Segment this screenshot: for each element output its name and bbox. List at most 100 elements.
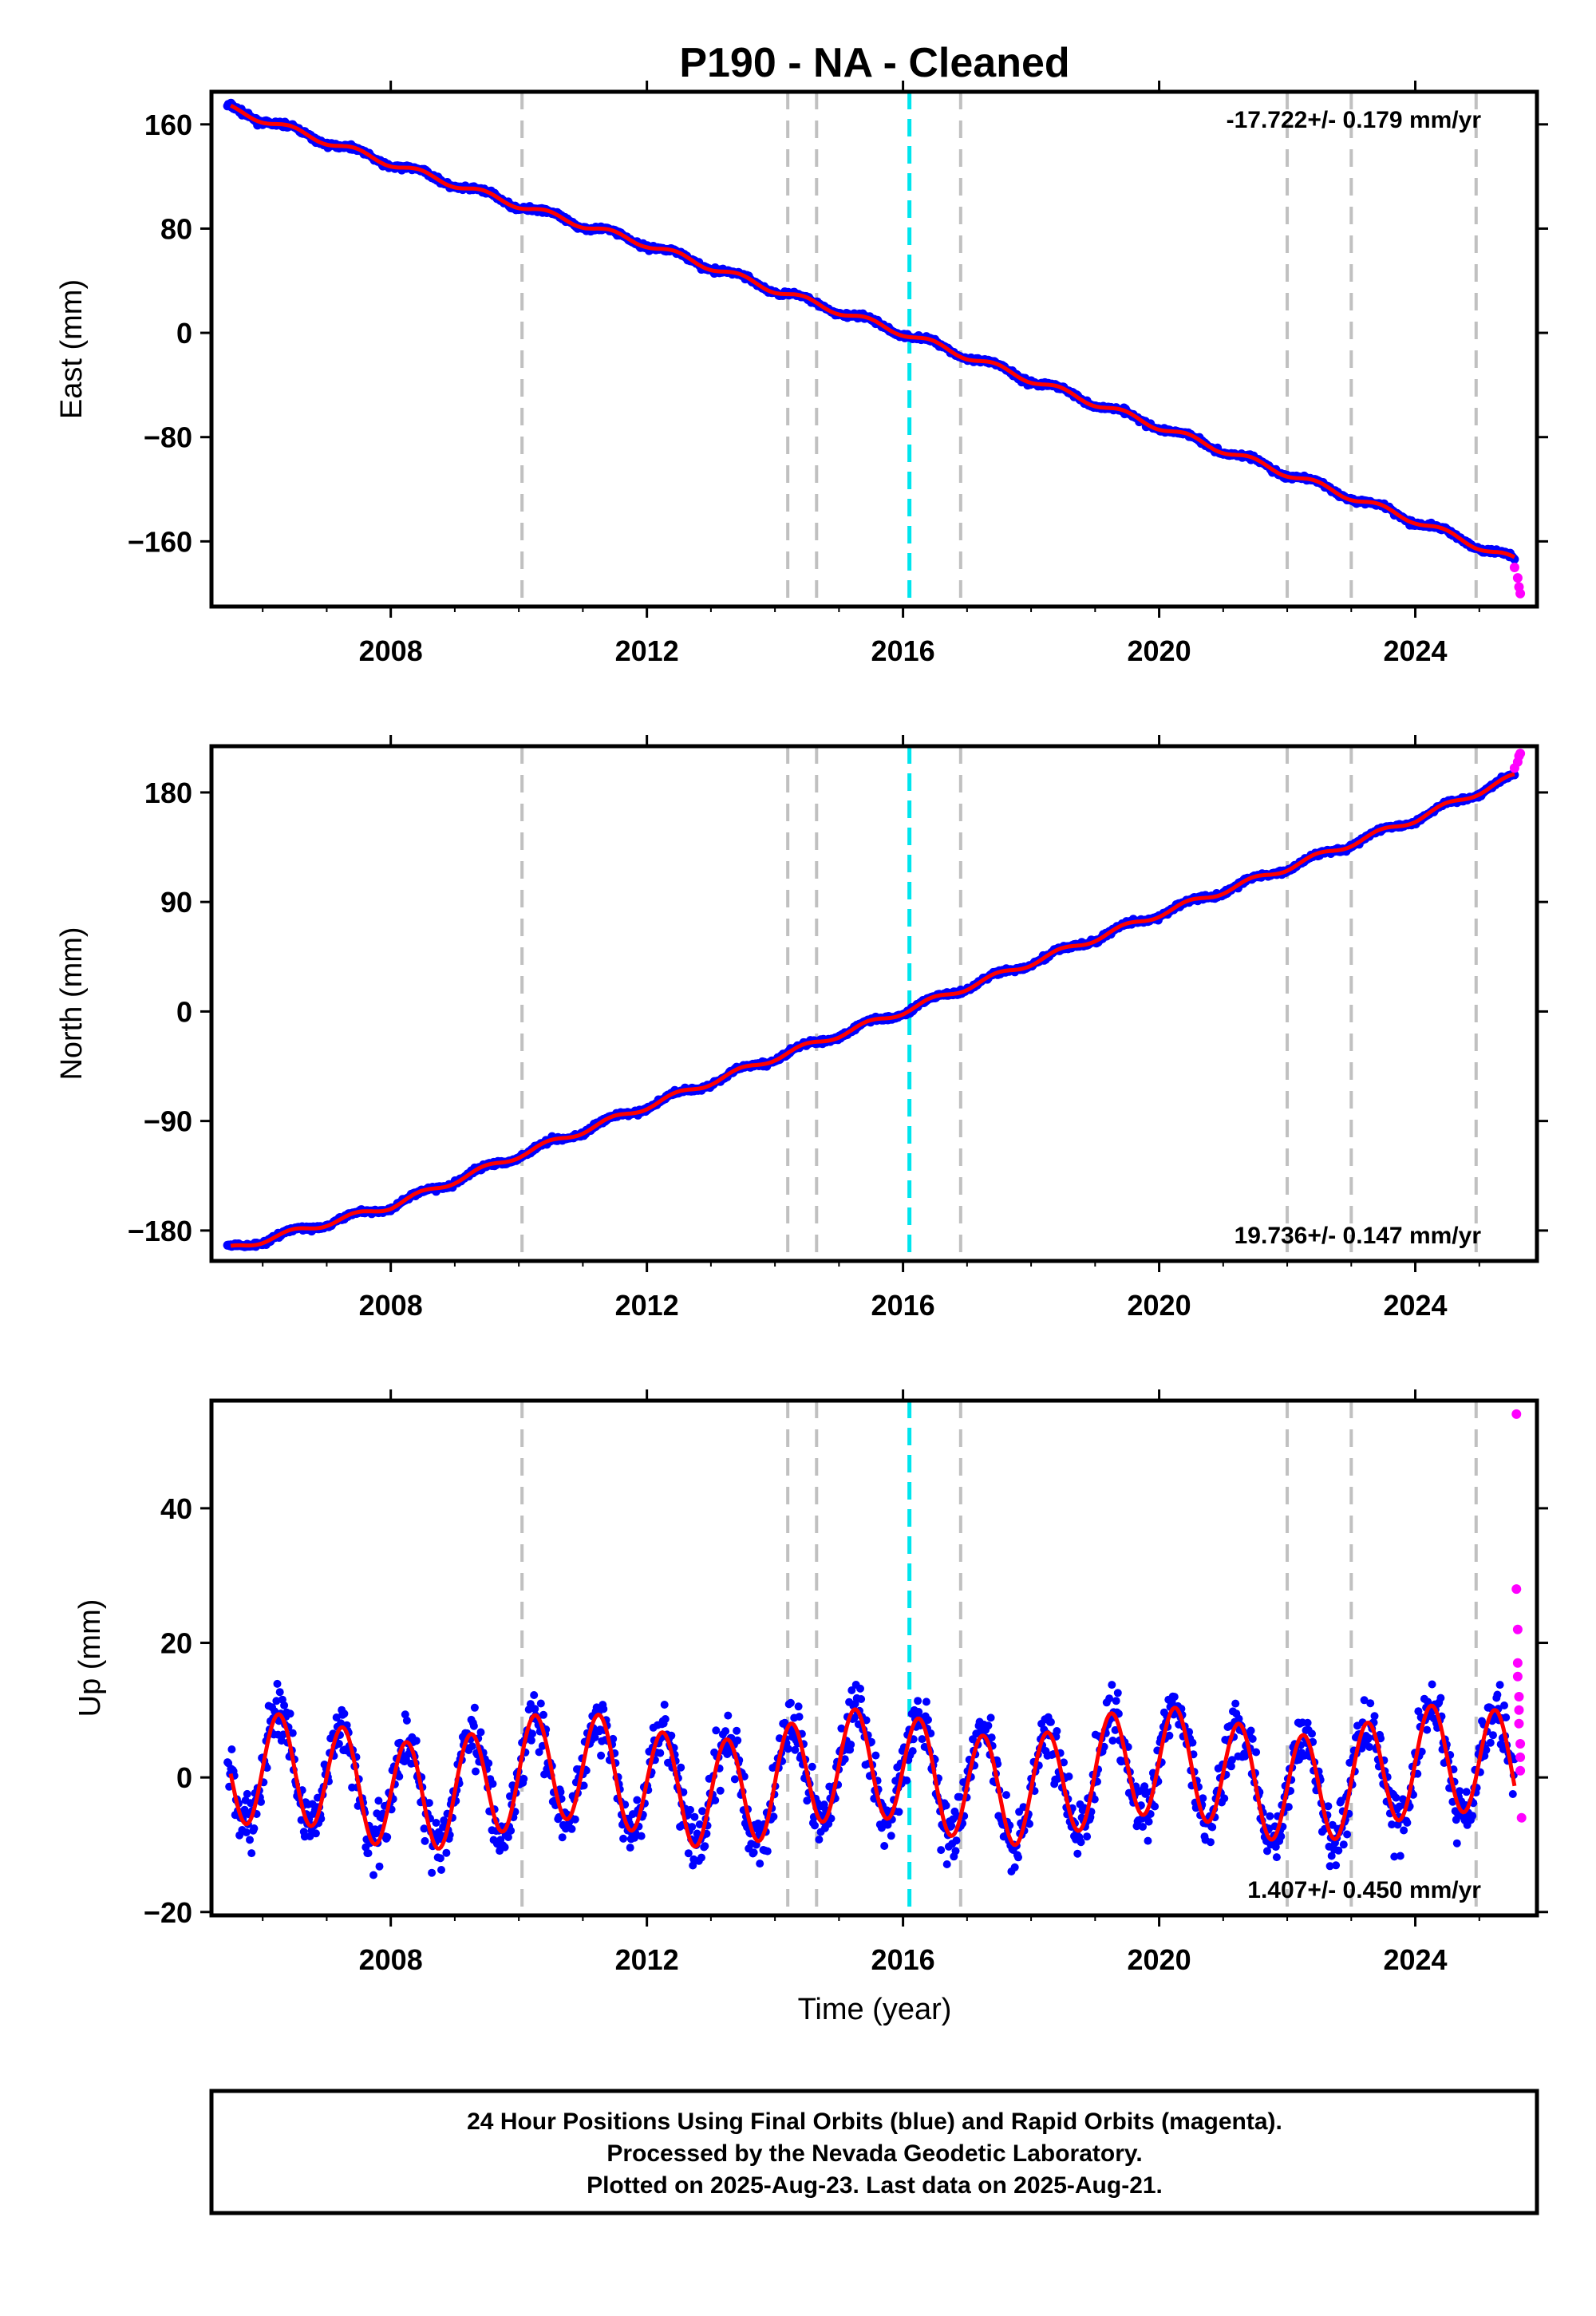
final-orbit-point xyxy=(504,1833,512,1841)
final-orbit-point xyxy=(1462,1788,1471,1796)
final-orbit-point xyxy=(536,1699,545,1708)
final-orbit-point xyxy=(609,1734,618,1743)
final-orbit-point xyxy=(689,1861,697,1870)
final-orbit-point xyxy=(340,1709,349,1718)
final-orbit-point xyxy=(579,1781,588,1790)
final-orbit-point xyxy=(246,1836,254,1844)
final-orbit-point xyxy=(626,1844,634,1852)
y-tick-label: 0 xyxy=(176,995,192,1028)
final-orbit-point xyxy=(1324,1802,1333,1811)
final-orbit-point xyxy=(1436,1694,1445,1702)
x-tick-label: 2020 xyxy=(1128,1289,1191,1322)
y-tick-label: −160 xyxy=(128,525,192,558)
final-orbit-point xyxy=(1456,1787,1464,1796)
y-tick-label: 160 xyxy=(144,109,192,141)
final-orbit-point xyxy=(1014,1853,1022,1862)
footer-line-1: 24 Hour Positions Using Final Orbits (bl… xyxy=(467,2109,1282,2135)
y-tick-label: −90 xyxy=(144,1105,192,1138)
final-orbit-point xyxy=(721,1727,730,1736)
model-curve xyxy=(228,1703,1517,1851)
final-orbit-point xyxy=(372,1829,381,1838)
final-orbit-point xyxy=(660,1701,669,1709)
y-tick-label: −80 xyxy=(144,421,192,454)
y-tick-label: 90 xyxy=(160,886,192,919)
final-orbit-point xyxy=(677,1763,685,1772)
final-orbit-point xyxy=(1388,1820,1396,1829)
final-orbit-point xyxy=(288,1729,297,1737)
final-orbit-point xyxy=(1489,1731,1497,1740)
final-orbit-point xyxy=(1493,1690,1502,1699)
final-orbit-point xyxy=(272,1697,281,1705)
final-orbit-point xyxy=(987,1733,996,1742)
final-orbit-point xyxy=(556,1788,565,1796)
plot-area xyxy=(223,1401,1527,1915)
final-orbit-point xyxy=(275,1688,284,1697)
final-orbit-point xyxy=(880,1842,889,1850)
final-orbit-point xyxy=(507,1826,516,1835)
plot-frame xyxy=(209,1398,1539,1918)
final-orbit-point xyxy=(883,1820,892,1829)
final-orbit-point xyxy=(567,1824,576,1833)
x-tick-label: 2020 xyxy=(1128,634,1191,667)
plot-area xyxy=(223,746,1526,1261)
final-orbit-point xyxy=(1486,1738,1495,1747)
final-orbit-point xyxy=(1303,1718,1312,1727)
final-orbit-point xyxy=(1207,1838,1215,1847)
x-tick-label: 2012 xyxy=(615,634,679,667)
final-orbit-point xyxy=(1366,1699,1375,1708)
rapid-orbits-series xyxy=(1509,563,1526,599)
final-orbit-point xyxy=(903,1776,911,1784)
final-orbit-point xyxy=(955,1792,964,1801)
final-orbit-point xyxy=(701,1842,709,1851)
final-orbit-point xyxy=(1105,1694,1114,1703)
final-orbit-point xyxy=(591,1733,599,1741)
final-orbit-point xyxy=(332,1713,341,1721)
final-orbit-point xyxy=(337,1719,346,1728)
final-orbit-point xyxy=(1090,1795,1099,1804)
final-orbit-point xyxy=(401,1710,409,1719)
final-orbit-point xyxy=(1400,1826,1408,1835)
final-orbit-point xyxy=(273,1679,282,1688)
final-orbit-point xyxy=(786,1698,795,1707)
x-tick-label: 2024 xyxy=(1383,1289,1447,1322)
final-orbit-point xyxy=(947,1821,956,1830)
final-orbit-point xyxy=(428,1868,437,1877)
rapid-orbit-point xyxy=(1515,1765,1526,1776)
final-orbit-point xyxy=(432,1819,440,1827)
final-orbit-point xyxy=(756,1860,764,1868)
final-orbit-point xyxy=(942,1801,950,1810)
final-orbit-point xyxy=(637,1832,646,1840)
rate-label: -17.722+/- 0.179 mm/yr xyxy=(1227,107,1482,133)
final-orbit-point xyxy=(1370,1712,1379,1721)
final-orbit-point xyxy=(1046,1717,1055,1726)
final-orbit-point xyxy=(1308,1729,1316,1738)
final-orbit-point xyxy=(1325,1862,1334,1871)
final-orbit-point xyxy=(656,1749,665,1757)
final-orbit-point xyxy=(716,1786,725,1795)
plot-frame xyxy=(209,744,1539,1263)
final-orbit-point xyxy=(1227,1756,1236,1765)
final-orbit-point xyxy=(571,1815,579,1824)
final-orbit-point xyxy=(794,1702,803,1711)
final-orbit-point xyxy=(733,1726,741,1735)
final-orbit-point xyxy=(1417,1747,1426,1756)
final-orbit-point xyxy=(1246,1726,1255,1735)
final-orbit-point xyxy=(242,1828,251,1836)
final-orbit-point xyxy=(690,1812,699,1821)
x-tick-label: 2008 xyxy=(359,1289,423,1322)
final-orbit-point xyxy=(1144,1817,1153,1826)
y-tick-label: 80 xyxy=(160,212,192,245)
final-orbit-point xyxy=(297,1816,306,1824)
final-orbit-point xyxy=(334,1740,343,1748)
final-orbit-point xyxy=(1188,1738,1197,1747)
y-axis-label: East (mm) xyxy=(55,279,89,419)
final-orbit-point xyxy=(1235,1714,1243,1723)
final-orbit-point xyxy=(442,1848,451,1857)
final-orbit-point xyxy=(688,1823,697,1832)
final-orbit-point xyxy=(500,1843,509,1852)
final-orbit-point xyxy=(1334,1846,1343,1855)
final-orbit-point xyxy=(402,1716,411,1725)
final-orbit-point xyxy=(811,1821,819,1830)
